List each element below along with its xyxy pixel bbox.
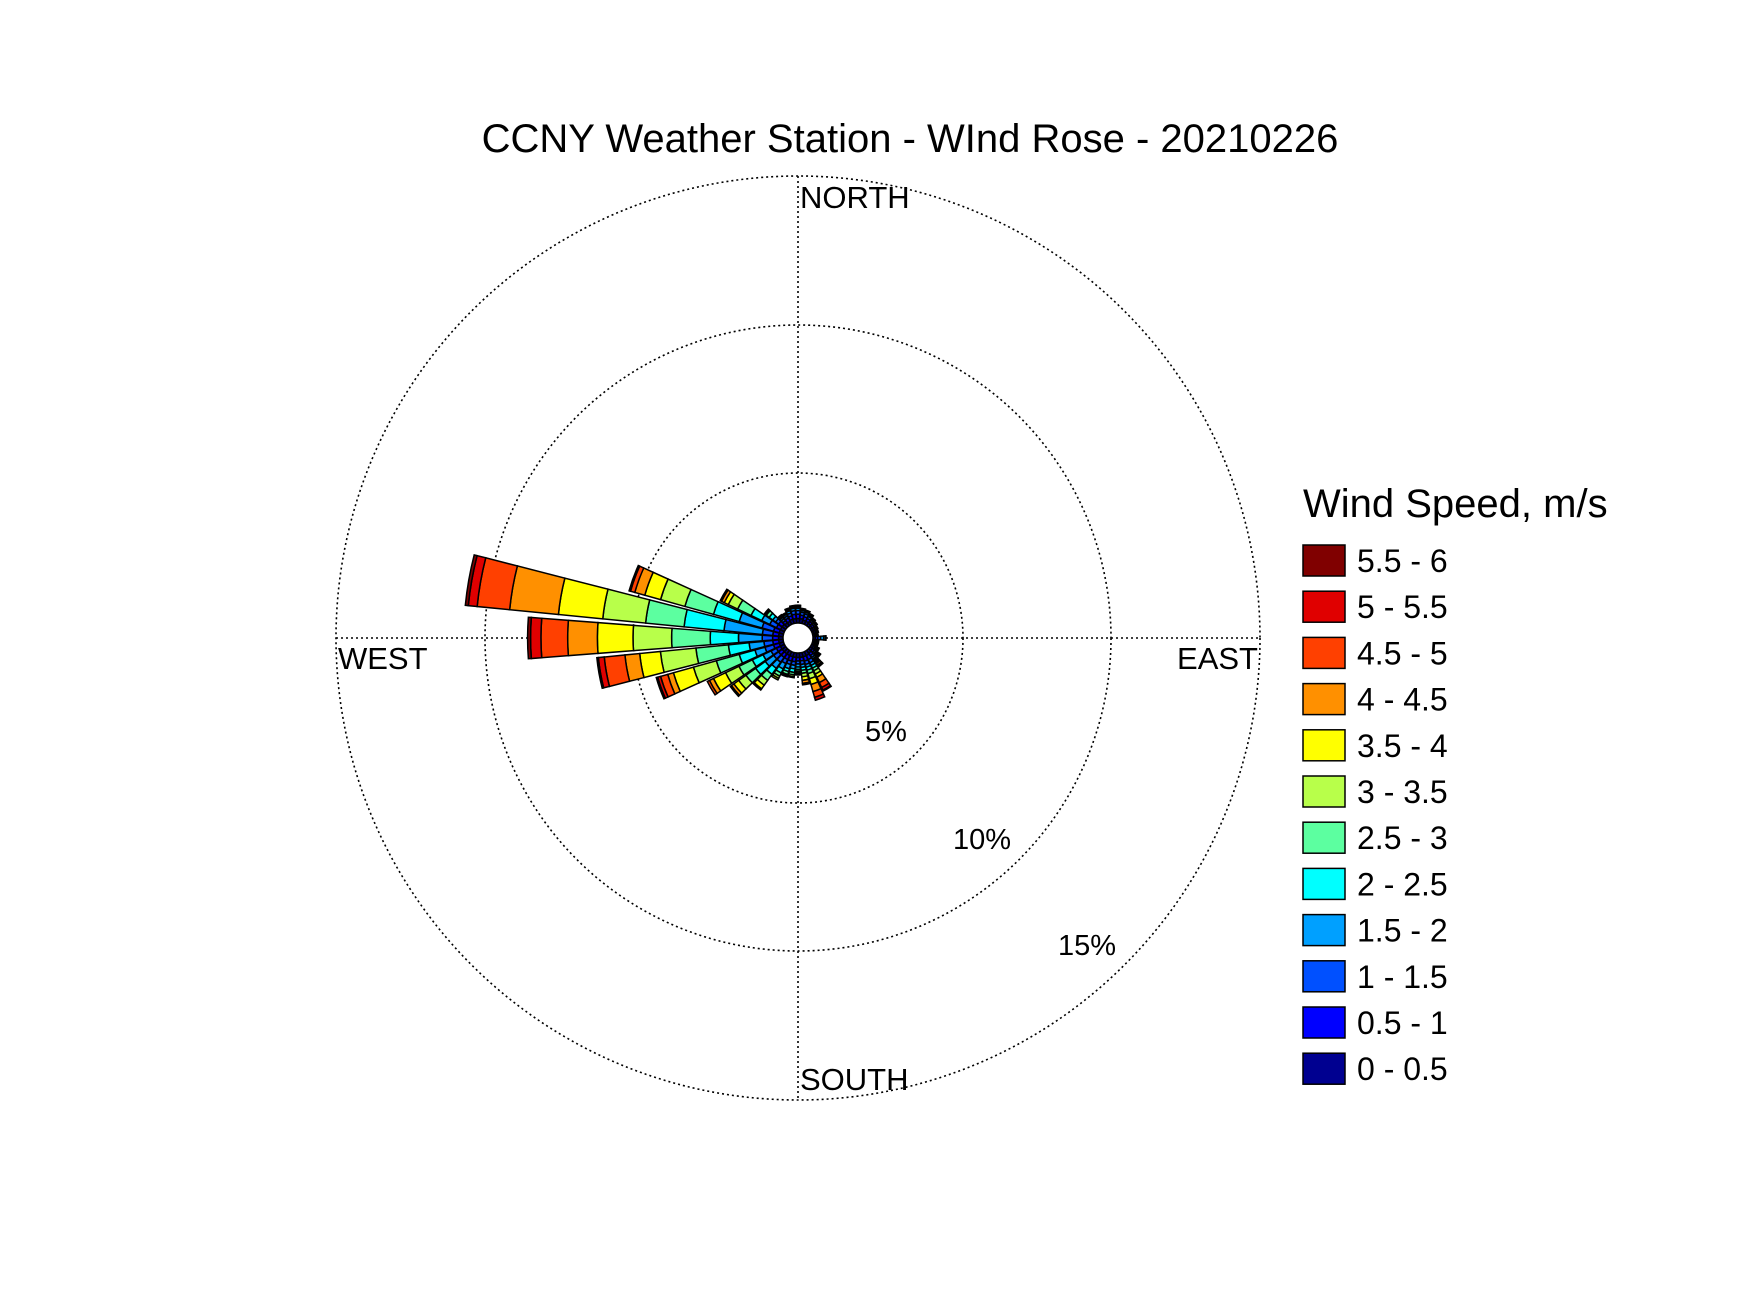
wind-rose-segment — [729, 684, 741, 698]
wind-rose-segment — [813, 620, 819, 626]
wind-rose-segment — [632, 624, 673, 652]
legend-swatch — [1302, 1006, 1346, 1039]
direction-label-north: NORTH — [800, 180, 910, 215]
wind-rose-segment — [804, 609, 811, 613]
wind-rose-segment — [670, 627, 712, 649]
legend-label: 0.5 - 1 — [1357, 1005, 1448, 1041]
legend-swatch — [1302, 1052, 1346, 1085]
wind-rose-segment — [464, 553, 479, 607]
wind-rose-segment — [788, 604, 796, 608]
legend-label: 2.5 - 3 — [1357, 820, 1448, 856]
legend-label: 1 - 1.5 — [1357, 959, 1448, 995]
direction-label-east: EAST — [1177, 641, 1258, 676]
legend-swatch — [1302, 775, 1346, 808]
wind-rose-wedges — [464, 553, 833, 702]
wind-rose-segment — [811, 616, 817, 622]
chart-title: CCNY Weather Station - WInd Rose - 20210… — [482, 117, 1339, 161]
legend-swatch — [1302, 590, 1346, 623]
wind-rose-segment — [752, 681, 763, 692]
wind-rose-segment — [814, 624, 819, 630]
wind-rose-segment — [628, 564, 641, 593]
legend-label: 5 - 5.5 — [1357, 589, 1448, 625]
wind-rose-segment — [816, 639, 820, 645]
legend-label: 2 - 2.5 — [1357, 866, 1448, 902]
wind-rose-segment — [596, 656, 605, 690]
legend-label: 4 - 4.5 — [1357, 682, 1448, 718]
legend-swatch — [1302, 867, 1346, 901]
wind-rose-segment — [815, 628, 820, 634]
wind-rose-segment — [816, 632, 820, 637]
legend-swatch — [1302, 913, 1346, 947]
legend-label: 5.5 - 6 — [1357, 543, 1448, 579]
wind-rose-segment — [780, 672, 789, 678]
direction-label-south: SOUTH — [800, 1062, 909, 1097]
wind-rose-segment — [813, 693, 826, 702]
radial-tick-label: 10% — [953, 824, 1011, 856]
legend-swatch — [1302, 821, 1346, 854]
legend-swatch — [1302, 682, 1346, 716]
legend-label: 0 - 0.5 — [1357, 1051, 1448, 1087]
legend-label: 3 - 3.5 — [1357, 774, 1448, 810]
legend: 5.5 - 6 5 - 5.5 4.5 - 5 4 - 4.5 3.5 - 4 3 - 3… — [1302, 543, 1448, 1087]
wind-rose-segment — [821, 684, 833, 692]
wind-rose-segment — [719, 588, 730, 603]
legend-swatch — [1302, 729, 1346, 762]
legend-label: 4.5 - 5 — [1357, 635, 1448, 671]
radial-tick-label: 15% — [1058, 930, 1116, 962]
wind-rose-segment — [763, 607, 771, 616]
legend-title: Wind Speed, m/s — [1303, 482, 1608, 526]
wind-rose-segment — [800, 607, 807, 611]
legend-label: 1.5 - 2 — [1357, 913, 1448, 949]
wind-rose-segment — [709, 630, 740, 646]
calm-center — [782, 622, 814, 654]
wind-rose-segment — [596, 621, 635, 655]
wind-rose-segment — [655, 676, 667, 700]
legend-swatch — [1302, 636, 1346, 670]
legend-swatch — [1302, 960, 1346, 993]
wind-rose-segment — [526, 616, 533, 660]
direction-label-west: WEST — [338, 641, 428, 676]
legend-label: 3.5 - 4 — [1357, 728, 1448, 764]
wind-rose-segment — [824, 635, 827, 641]
wind-rose-segment — [566, 619, 599, 657]
wind-rose-segment — [794, 604, 802, 607]
wind-rose-segment — [801, 681, 811, 686]
wind-rose-segment — [770, 673, 780, 681]
radial-tick-label: 5% — [865, 716, 907, 748]
wind-rose-segment — [540, 617, 570, 659]
wind-rose-segment — [808, 612, 815, 617]
wind-rose-segment — [787, 674, 796, 679]
wind-rose-segment — [706, 679, 719, 696]
legend-swatch — [1302, 544, 1346, 577]
wind-rose-segment — [794, 673, 802, 676]
wind-rose-segment — [529, 616, 543, 660]
